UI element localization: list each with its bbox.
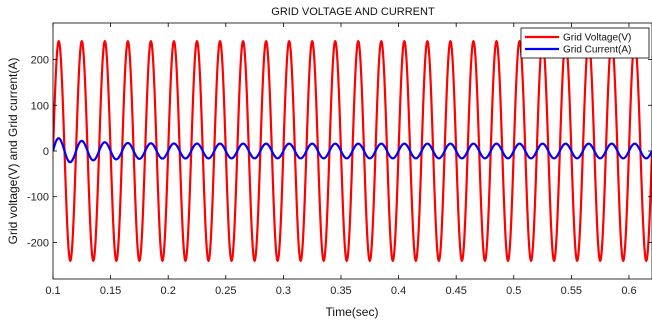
x-tick-label: 0.3: [276, 285, 291, 297]
x-tick-label: 0.1: [45, 285, 60, 297]
series-layer: [53, 39, 652, 263]
chart-title: GRID VOLTAGE AND CURRENT: [271, 6, 435, 18]
x-tick-label: 0.25: [215, 285, 236, 297]
y-tick-label: -100: [27, 192, 49, 204]
legend-label: Grid Current(A): [563, 45, 631, 56]
y-tick-label: -200: [27, 237, 49, 249]
y-tick-label: 200: [31, 55, 49, 67]
legend: Grid Voltage(V)Grid Current(A): [520, 27, 650, 59]
legend-box: [520, 27, 650, 59]
x-tick-label: 0.2: [161, 285, 176, 297]
y-axis-label: Grid voltage(V) and Grid current(A): [6, 58, 20, 245]
x-tick-label: 0.55: [561, 285, 582, 297]
y-tick-label: 0: [43, 146, 49, 158]
x-tick-label: 0.5: [506, 285, 521, 297]
legend-label: Grid Voltage(V): [563, 33, 631, 44]
x-axis-label: Time(sec): [326, 305, 379, 319]
x-tick-label: 0.45: [445, 285, 466, 297]
x-tick-label: 0.6: [621, 285, 636, 297]
x-tick-label: 0.4: [391, 285, 406, 297]
x-axis: 0.1 0.15 0.2 0.25 0.3 0.35 0.4 0.45 0.5 0.55 0.6: [45, 23, 637, 297]
y-axis: -200 -100 0 100 200: [27, 55, 652, 249]
series-grid-current-line: [53, 137, 652, 164]
x-tick-label: 0.15: [100, 285, 121, 297]
y-tick-label: 100: [31, 100, 49, 112]
x-tick-label: 0.35: [330, 285, 351, 297]
